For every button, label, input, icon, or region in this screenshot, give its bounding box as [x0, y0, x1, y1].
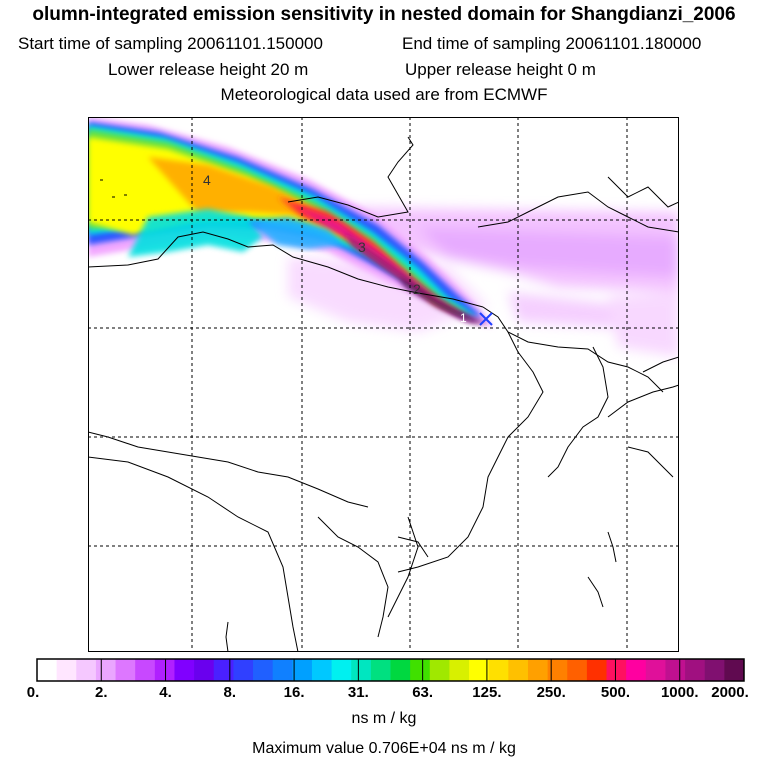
color-scale-tick-label: 2000.: [711, 684, 749, 701]
color-scale-cell: [626, 659, 647, 681]
map-title: olumn-integrated emission sensitivity in…: [32, 4, 736, 25]
color-scale-tick-label: 500.: [600, 684, 631, 701]
color-scale-cell: [76, 659, 97, 681]
color-scale-tick-label: 63.: [412, 684, 434, 701]
color-scale-cell: [37, 659, 58, 681]
lower-release-label: Lower release height 20 m: [108, 60, 309, 79]
color-scale-cell: [547, 659, 568, 681]
color-scale-cell: [95, 659, 117, 681]
color-scale-cell: [645, 659, 666, 681]
met-data-label: Meteorological data used are from ECMWF: [220, 85, 548, 104]
color-scale-cell: [311, 659, 333, 681]
coastlines: [88, 136, 679, 652]
color-scale-cell: [665, 659, 686, 681]
map-frame: [88, 117, 679, 652]
color-scale-cell: [115, 659, 136, 681]
sensitivity-map: 4 3 2 1: [88, 117, 679, 652]
color-scale-cell: [351, 659, 372, 681]
color-scale-cell: [331, 659, 352, 681]
color-scale-tick-label: 16.: [283, 684, 305, 701]
color-scale-tick-label: 8.: [223, 684, 237, 701]
scatter-dots: [100, 179, 127, 198]
color-scale-cell: [508, 659, 529, 681]
color-scale-cell: [488, 659, 509, 681]
station-marker-icon: [479, 312, 493, 326]
graticule: [88, 117, 679, 652]
start-time-label: Start time of sampling 20061101.150000: [18, 34, 323, 53]
contour-label-1: 1: [460, 311, 467, 325]
color-scale-cell: [606, 659, 627, 681]
color-scale-cell: [685, 659, 706, 681]
color-scale-cell: [213, 659, 234, 681]
end-time-label: End time of sampling 20061101.180000: [402, 34, 702, 53]
color-scale-tick-label: 2.: [95, 684, 108, 701]
color-scale-cell: [724, 659, 745, 681]
color-scale-cell: [292, 659, 313, 681]
contour-label-2: 2: [413, 281, 421, 297]
color-scale-cell: [429, 659, 450, 681]
color-scale-tick-label: 31.: [347, 684, 369, 701]
color-scale-tick-label: 1000.: [660, 684, 699, 701]
color-scale-tick-label: 0.: [26, 684, 40, 701]
color-scale-cell: [174, 659, 195, 681]
color-scale-cell: [154, 659, 175, 681]
color-scale-frame: [36, 658, 745, 682]
color-scale-cell: [272, 659, 293, 681]
color-scale-cell: [233, 659, 254, 681]
contour-label-4: 4: [203, 172, 211, 188]
color-scale-tick-label: 250.: [536, 684, 566, 701]
color-scale-cell: [704, 659, 725, 681]
emission-plume: [88, 117, 493, 327]
color-scale-cell: [390, 659, 411, 681]
color-scale-cell: [56, 659, 77, 681]
unit-label: ns m / kg: [351, 710, 417, 727]
color-scale-cell: [194, 659, 215, 681]
contour-label-3: 3: [358, 239, 366, 255]
color-scale-cell: [253, 659, 274, 681]
color-scale-tick-label: 125.: [472, 684, 502, 701]
color-scale-tick-label: 4.: [159, 684, 172, 701]
upper-release-label: Upper release height 0 m: [405, 60, 596, 79]
color-scale-cell: [370, 659, 391, 681]
color-scale-cell: [527, 659, 549, 681]
max-value-label: Maximum value 0.706E+04 ns m / kg: [252, 740, 516, 757]
color-scale-cell: [586, 659, 608, 681]
color-scale-cell: [135, 659, 156, 681]
color-scale-cell: [449, 659, 470, 681]
color-scale-cell: [469, 659, 490, 681]
color-scale-cell: [567, 659, 588, 681]
color-scale-cell: [410, 659, 431, 681]
